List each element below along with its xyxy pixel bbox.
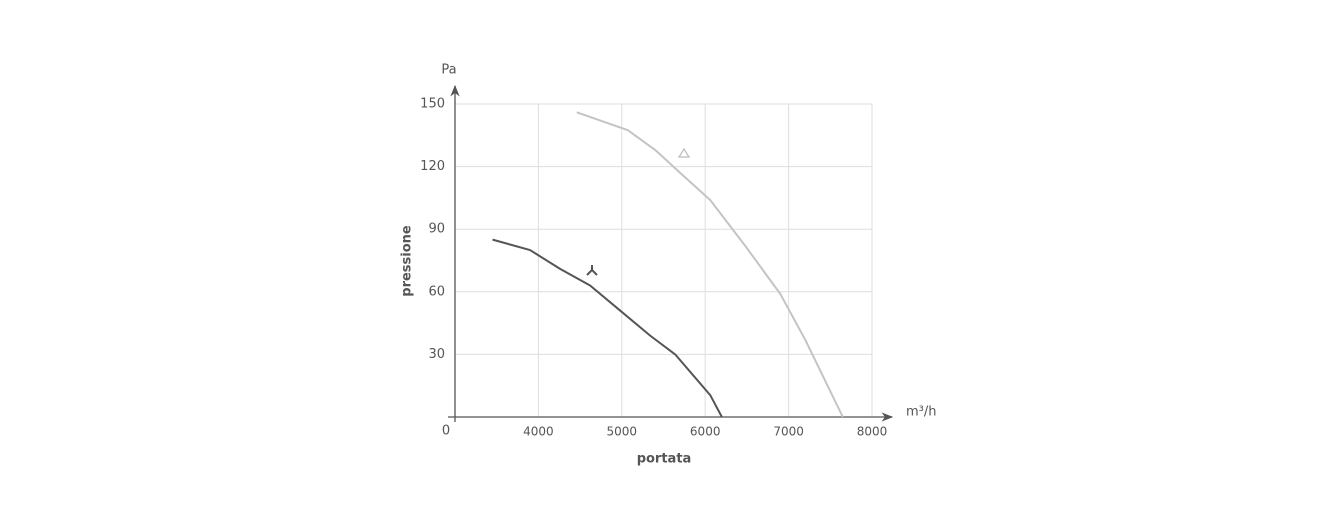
x-tick-label: 4000 xyxy=(523,425,554,439)
series-line xyxy=(492,238,723,418)
y-tick-label: 90 xyxy=(428,222,445,237)
y-tick-label: 150 xyxy=(420,97,445,112)
y-unit: Pa xyxy=(441,63,456,78)
series-icon xyxy=(677,147,691,158)
y-tick-label: 30 xyxy=(428,347,445,362)
x-tick-label: 7000 xyxy=(773,425,804,439)
x-label: portata xyxy=(637,452,692,467)
y-tick-label: 0 xyxy=(442,424,450,439)
y-tick-label: 120 xyxy=(420,159,445,174)
series-icon xyxy=(586,265,598,276)
x-tick-label: 8000 xyxy=(857,425,888,439)
x-tick-label: 5000 xyxy=(607,425,638,439)
x-tick-label: 6000 xyxy=(690,425,721,439)
y-label: pressione xyxy=(400,225,415,297)
x-unit: m³/h xyxy=(906,405,937,420)
series-line xyxy=(576,111,844,418)
y-tick-label: 60 xyxy=(428,284,445,299)
